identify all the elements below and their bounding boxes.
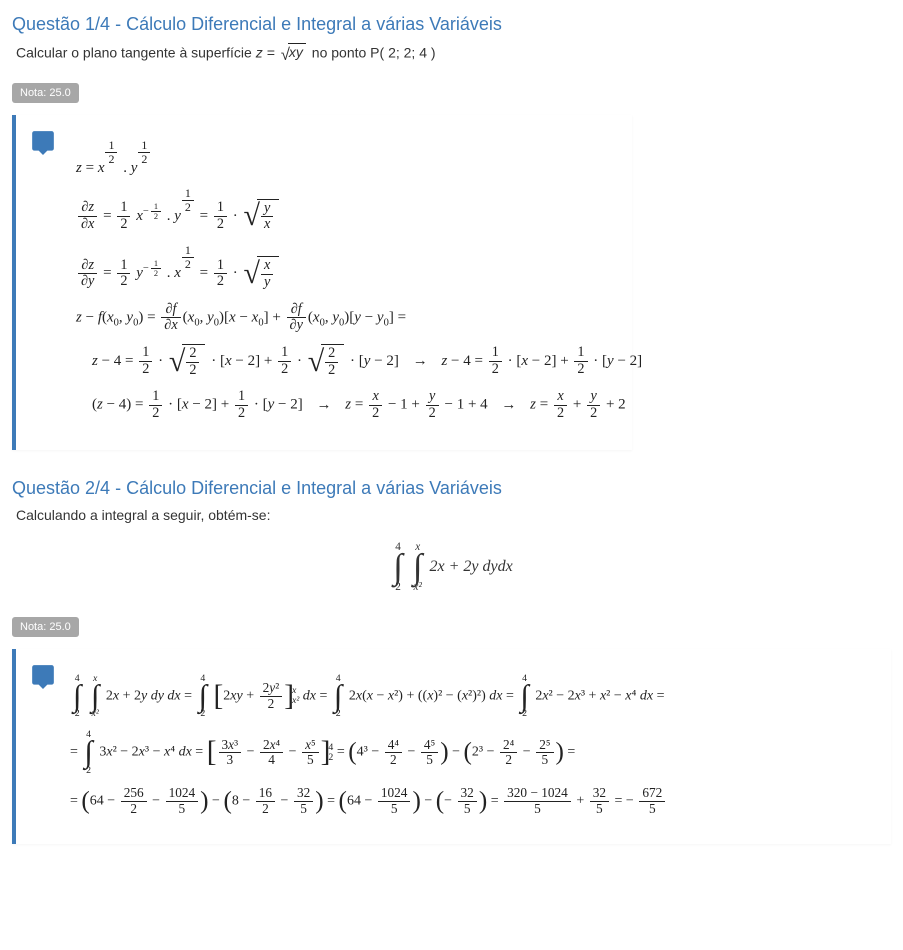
q1-line-formula: z − f(x0, y0) = ∂f∂x(x0, y0)[x − x0] + ∂… bbox=[76, 302, 616, 334]
q1-prompt-prefix: Calcular o plano tangente à superfície bbox=[16, 44, 256, 60]
comment-icon bbox=[30, 129, 56, 155]
q2-step1: 4∫2 x∫x² 2x + 2y dy dx = 4∫2 [2xy + 2y²2… bbox=[70, 673, 875, 720]
q1-prompt-radicand: xy bbox=[288, 43, 306, 60]
nota-badge-q2: Nota: 25.0 bbox=[12, 617, 79, 637]
question-2-title: Questão 2/4 - Cálculo Diferencial e Inte… bbox=[12, 478, 891, 499]
q1-line-final: (z − 4) = 12 · [x − 2] + 12 · [y − 2] → … bbox=[92, 389, 616, 421]
q2-integral-display: 4∫2 x∫x² 2x + 2y dydx bbox=[12, 541, 891, 593]
comment-icon bbox=[30, 663, 56, 689]
q1-line-dzdx: ∂z∂x = 12 x−12 . y12 = 12 · yx bbox=[76, 187, 616, 234]
q2-step3: = (64 − 2562 − 10245) − (8 − 162 − 325) … bbox=[70, 786, 875, 816]
q2-integrand-expr: 2x + 2y bbox=[430, 557, 483, 574]
q1-solution: z = x12 . y12 ∂z∂x = 12 x−12 . y12 = 12 … bbox=[76, 139, 616, 422]
nota-badge-q1: Nota: 25.0 bbox=[12, 83, 79, 103]
q1-prompt-eq-lhs: z = bbox=[256, 44, 279, 60]
q1-line-sub: z − 4 = 12 · 22 · [x − 2] + 12 · 22 · [y… bbox=[92, 344, 616, 379]
q2-step2: = 4∫2 3x² − 2x³ − x⁴ dx = [3x³3 − 2x⁴4 −… bbox=[70, 729, 875, 776]
answer-block-q2: 4∫2 x∫x² 2x + 2y dy dx = 4∫2 [2xy + 2y²2… bbox=[12, 649, 891, 845]
question-1-prompt: Calcular o plano tangente à superfície z… bbox=[16, 43, 891, 65]
question-1-title: Questão 1/4 - Cálculo Diferencial e Inte… bbox=[12, 14, 891, 35]
q1-line-dzdy: ∂z∂y = 12 y−12 . x12 = 12 · xy bbox=[76, 244, 616, 291]
question-2-prompt: Calculando a integral a seguir, obtém-se… bbox=[16, 507, 891, 523]
q1-prompt-suffix: no ponto P( 2; 2; 4 ) bbox=[312, 44, 436, 60]
answer-block-q1: z = x12 . y12 ∂z∂x = 12 x−12 . y12 = 12 … bbox=[12, 115, 632, 450]
q2-solution: 4∫2 x∫x² 2x + 2y dy dx = 4∫2 [2xy + 2y²2… bbox=[70, 673, 875, 817]
q1-line-z: z = x12 . y12 bbox=[76, 139, 616, 177]
